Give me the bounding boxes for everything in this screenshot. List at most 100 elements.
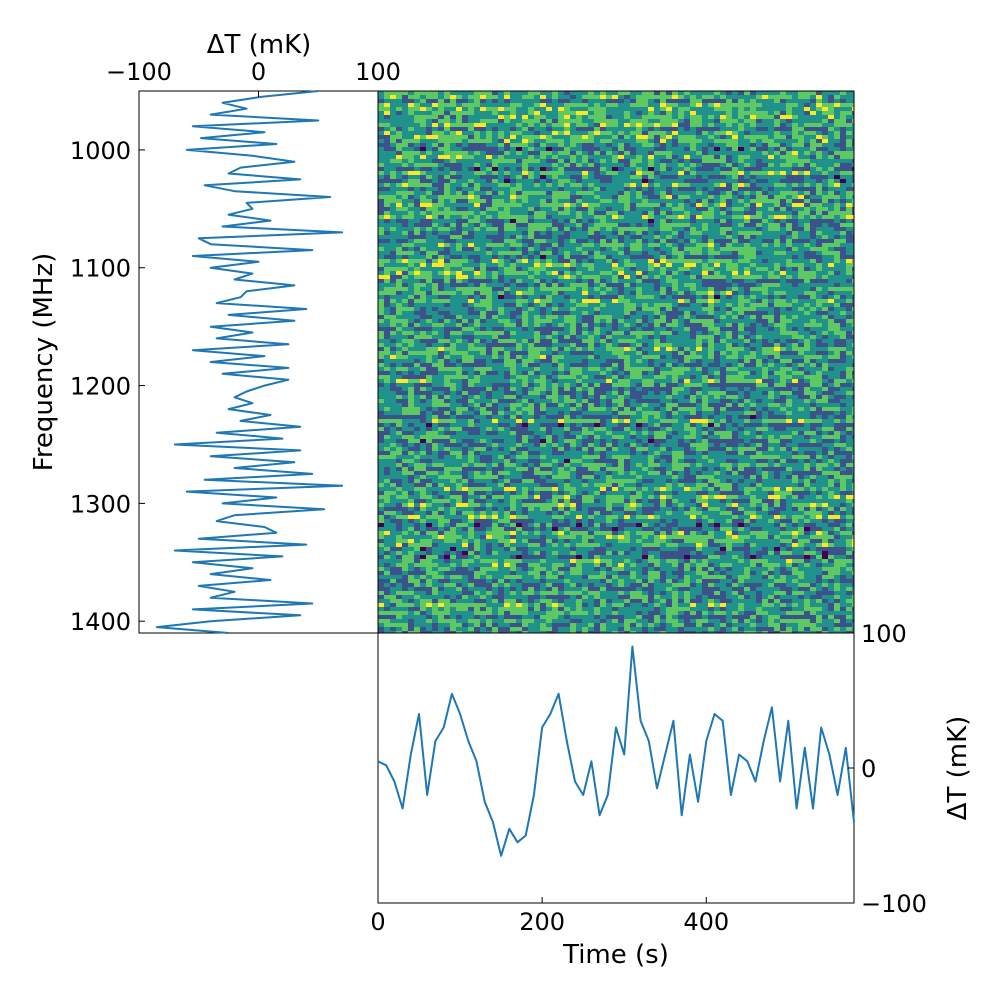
heatmap-cell	[702, 171, 708, 175]
heatmap-cell	[834, 279, 840, 283]
heatmap-cell	[378, 235, 384, 239]
heatmap-cell	[402, 323, 408, 327]
heatmap-cell	[522, 99, 528, 103]
heatmap-cell	[660, 207, 666, 211]
heatmap-cell	[690, 319, 696, 323]
heatmap-cell	[696, 263, 702, 267]
heatmap-cell	[720, 335, 726, 339]
heatmap-cell	[690, 227, 696, 231]
heatmap-cell	[558, 211, 564, 215]
heatmap-cell	[588, 295, 594, 299]
heatmap-cell	[558, 127, 564, 131]
heatmap-cell	[582, 151, 588, 155]
heatmap-cell	[540, 111, 546, 115]
heatmap-cell	[414, 235, 420, 239]
heatmap-cell	[414, 123, 420, 127]
heatmap-cell	[636, 111, 642, 115]
heatmap-cell	[636, 115, 642, 119]
heatmap-cell	[696, 131, 702, 135]
heatmap-cell	[552, 139, 558, 143]
heatmap-cell	[804, 219, 810, 223]
heatmap-cell	[642, 263, 648, 267]
heatmap-cell	[804, 135, 810, 139]
heatmap-cell	[720, 183, 726, 187]
heatmap-cell	[558, 307, 564, 311]
heatmap-cell	[630, 111, 636, 115]
heatmap-cell	[630, 131, 636, 135]
heatmap-cell	[570, 255, 576, 259]
heatmap-cell	[528, 159, 534, 163]
heatmap-cell	[474, 251, 480, 255]
heatmap-cell	[528, 155, 534, 159]
heatmap-cell	[624, 259, 630, 263]
heatmap-cell	[804, 143, 810, 147]
heatmap-cell	[810, 123, 816, 127]
heatmap-cell	[432, 275, 438, 279]
heatmap-cell	[384, 259, 390, 263]
heatmap-cell	[840, 99, 846, 103]
heatmap-cell	[510, 131, 516, 135]
heatmap-cell	[384, 175, 390, 179]
heatmap-cell	[570, 323, 576, 327]
heatmap-cell	[690, 199, 696, 203]
heatmap-cell	[522, 135, 528, 139]
heatmap-cell	[432, 247, 438, 251]
heatmap-cell	[486, 339, 492, 343]
heatmap-cell	[828, 195, 834, 199]
heatmap-cell	[534, 335, 540, 339]
heatmap-cell	[780, 187, 786, 191]
heatmap-cell	[468, 319, 474, 323]
heatmap-cell	[516, 247, 522, 251]
heatmap-cell	[630, 259, 636, 263]
heatmap-cell	[600, 283, 606, 287]
heatmap-cell	[846, 195, 852, 199]
heatmap-cell	[810, 159, 816, 163]
heatmap-cell	[738, 127, 744, 131]
heatmap-cell	[612, 199, 618, 203]
heatmap-cell	[510, 243, 516, 247]
heatmap-cell	[624, 283, 630, 287]
heatmap-cell	[630, 91, 636, 95]
heatmap-cell	[678, 223, 684, 227]
heatmap-cell	[378, 211, 384, 215]
heatmap-cell	[390, 211, 396, 215]
heatmap-cell	[786, 291, 792, 295]
heatmap-cell	[528, 223, 534, 227]
heatmap-cell	[822, 139, 828, 143]
heatmap-cell	[762, 143, 768, 147]
heatmap-cell	[678, 227, 684, 231]
heatmap-cell	[570, 187, 576, 191]
heatmap-cell	[768, 219, 774, 223]
heatmap-cell	[546, 143, 552, 147]
heatmap-cell	[606, 175, 612, 179]
heatmap-cell	[480, 271, 486, 275]
heatmap-cell	[798, 315, 804, 319]
heatmap-cell	[834, 187, 840, 191]
heatmap-cell	[792, 227, 798, 231]
heatmap-cell	[810, 219, 816, 223]
heatmap-cell	[840, 235, 846, 239]
heatmap-cell	[738, 115, 744, 119]
heatmap-cell	[762, 179, 768, 183]
heatmap-cell	[810, 291, 816, 295]
heatmap-cell	[462, 267, 468, 271]
heatmap-cell	[516, 223, 522, 227]
heatmap-cell	[612, 211, 618, 215]
heatmap-cell	[594, 323, 600, 327]
heatmap-cell	[630, 287, 636, 291]
heatmap-cell	[762, 227, 768, 231]
heatmap-cell	[558, 327, 564, 331]
heatmap-cell	[582, 103, 588, 107]
heatmap-cell	[606, 331, 612, 335]
heatmap-cell	[576, 315, 582, 319]
heatmap-cell	[378, 239, 384, 243]
heatmap-cell	[846, 303, 852, 307]
heatmap-cell	[816, 163, 822, 167]
heatmap-cell	[492, 187, 498, 191]
heatmap-cell	[606, 295, 612, 299]
heatmap-cell	[810, 235, 816, 239]
heatmap-cell	[648, 251, 654, 255]
heatmap-cell	[420, 207, 426, 211]
heatmap-cell	[786, 327, 792, 331]
heatmap-cell	[786, 295, 792, 299]
